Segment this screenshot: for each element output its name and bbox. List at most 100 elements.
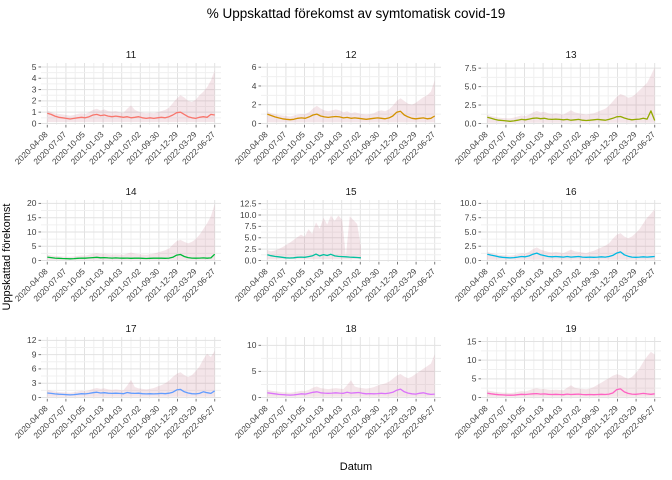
gridlines bbox=[41, 63, 221, 125]
svg-text:9: 9 bbox=[32, 349, 37, 359]
confidence-ribbon bbox=[267, 354, 435, 397]
facet-panel-11: 012 345 2020-04-082020-07-072020-10-052021… bbox=[13, 50, 221, 166]
gridlines bbox=[261, 337, 441, 399]
svg-text:0: 0 bbox=[252, 118, 257, 128]
facet-title: 11 bbox=[126, 50, 137, 61]
svg-text:12.5: 12.5 bbox=[240, 198, 257, 208]
trend-line bbox=[487, 388, 655, 396]
confidence-ribbon bbox=[47, 204, 215, 260]
x-axis-ticks: 2020-04-082020-07-072020-10-052021-01-03… bbox=[453, 262, 657, 303]
svg-text:5.0: 5.0 bbox=[465, 81, 477, 91]
y-axis-ticks: 0 5 10 15 20 bbox=[27, 198, 41, 265]
confidence-ribbon bbox=[487, 67, 655, 123]
svg-text:5: 5 bbox=[472, 374, 477, 384]
svg-text:15: 15 bbox=[27, 212, 37, 222]
svg-text:2.5: 2.5 bbox=[465, 100, 477, 110]
svg-text:5: 5 bbox=[252, 366, 257, 376]
facet-title: 18 bbox=[345, 324, 357, 335]
x-axis-ticks: 2020-04-082020-07-072020-10-052021-01-03… bbox=[13, 262, 217, 303]
gridlines bbox=[481, 200, 661, 262]
chart-title: % Uppskattad förekomst av symtomatisk co… bbox=[206, 6, 506, 21]
facet-title: 12 bbox=[345, 50, 357, 61]
svg-text:6: 6 bbox=[32, 364, 37, 374]
svg-text:10.0: 10.0 bbox=[460, 198, 477, 208]
svg-text:0: 0 bbox=[472, 392, 477, 402]
x-axis-ticks: 2020-04-082020-07-072020-10-052021-01-03… bbox=[453, 125, 657, 166]
y-axis-ticks: 012 345 bbox=[32, 62, 41, 128]
trend-line bbox=[47, 111, 215, 120]
facet-title: 17 bbox=[125, 324, 137, 335]
svg-text:12: 12 bbox=[27, 335, 37, 345]
facet-title: 15 bbox=[345, 187, 357, 198]
svg-text:10.0: 10.0 bbox=[240, 210, 257, 220]
facet-panel-14: 0 5 10 15 20 2020-04-082020-07-072020-10-0520… bbox=[13, 187, 221, 303]
svg-text:2.5: 2.5 bbox=[465, 241, 477, 251]
trend-line bbox=[487, 251, 655, 259]
x-axis-ticks: 2020-04-082020-07-072020-10-052021-01-03… bbox=[13, 399, 217, 440]
svg-text:5: 5 bbox=[32, 241, 37, 251]
facet-panel-16: 0.0 2.5 5.0 7.5 10.0 2020-04-082020-07-072020… bbox=[453, 187, 661, 303]
confidence-ribbon bbox=[487, 209, 655, 260]
gridlines bbox=[481, 63, 661, 125]
svg-text:0.0: 0.0 bbox=[465, 118, 477, 128]
y-axis-ticks: 0 5 10 15 bbox=[467, 336, 481, 402]
svg-text:5: 5 bbox=[32, 62, 37, 72]
y-axis-ticks: 0 2 4 6 bbox=[252, 62, 261, 128]
x-axis-ticks: 2020-04-082020-07-072020-10-052021-01-03… bbox=[13, 125, 217, 166]
svg-text:4: 4 bbox=[32, 73, 37, 83]
svg-text:0: 0 bbox=[32, 255, 37, 265]
svg-text:0: 0 bbox=[32, 118, 37, 128]
facet-grid: 0 1 2 3 4 5 2020-04-08 2020-07-07 2020-10-05 2021… bbox=[7, 49, 667, 460]
svg-text:7.5: 7.5 bbox=[465, 212, 477, 222]
facet-panel-19: 0 5 10 15 2020-04-082020-07-072020-10-052021… bbox=[453, 324, 661, 440]
svg-text:7.5: 7.5 bbox=[245, 221, 257, 231]
y-axis-ticks: 0.0 2.5 5.0 7.5 bbox=[465, 63, 481, 128]
gridlines bbox=[481, 337, 661, 399]
x-axis-ticks: 2020-04-082020-07-072020-10-052021-01-03… bbox=[453, 399, 657, 440]
gridlines bbox=[261, 63, 441, 125]
svg-text:1: 1 bbox=[32, 107, 37, 117]
facet-title: 14 bbox=[125, 187, 137, 198]
facet-title: 19 bbox=[565, 324, 577, 335]
svg-text:3: 3 bbox=[32, 378, 37, 388]
facet-panel-18: 0 5 10 2020-04-082020-07-072020-10-052021-0… bbox=[233, 324, 441, 440]
confidence-ribbon bbox=[47, 70, 215, 123]
gridlines bbox=[261, 200, 441, 262]
y-axis-ticks: 0 3 6 9 12 bbox=[27, 335, 41, 402]
y-axis-ticks: 0.02.55.0 7.510.0 12.5 bbox=[240, 198, 261, 265]
x-axis-ticks: 2020-04-082020-07-072020-10-052021-01-03… bbox=[233, 125, 437, 166]
gridlines bbox=[41, 200, 221, 262]
x-axis-ticks: 2020-04-082020-07-072020-10-052021-01-03… bbox=[233, 399, 437, 440]
svg-text:5.0: 5.0 bbox=[245, 233, 257, 243]
svg-text:2: 2 bbox=[252, 100, 257, 110]
svg-text:10: 10 bbox=[247, 340, 257, 350]
svg-text:0: 0 bbox=[252, 392, 257, 402]
svg-text:0.0: 0.0 bbox=[465, 255, 477, 265]
trend-line bbox=[487, 110, 656, 122]
svg-text:10: 10 bbox=[467, 355, 477, 365]
y-axis-ticks: 0 5 10 bbox=[247, 340, 261, 402]
facet-panel-17: 0 3 6 9 12 2020-04-082020-07-072020-10-052021… bbox=[13, 324, 221, 440]
svg-text:10: 10 bbox=[27, 227, 37, 237]
trend-line bbox=[47, 388, 216, 396]
svg-text:20: 20 bbox=[27, 198, 37, 208]
trend-line bbox=[267, 253, 361, 259]
trend-line bbox=[267, 110, 436, 121]
facet-panel-12: 0 2 4 6 2020-04-082020-07-072020-10-052021-0… bbox=[233, 50, 441, 166]
x-axis-ticks: 2020-04-082020-07-072020-10-052021-01-03… bbox=[233, 262, 437, 303]
confidence-ribbon bbox=[267, 215, 361, 260]
svg-text:7.5: 7.5 bbox=[465, 63, 477, 73]
svg-text:0: 0 bbox=[32, 392, 37, 402]
confidence-ribbon bbox=[487, 351, 655, 397]
svg-text:2: 2 bbox=[32, 96, 37, 106]
facet-panel-15: 0.02.55.0 7.510.0 12.5 2020-04-082020-07-07… bbox=[233, 187, 441, 303]
confidence-ribbon bbox=[267, 80, 435, 123]
svg-text:3: 3 bbox=[32, 84, 37, 94]
svg-text:15: 15 bbox=[467, 336, 477, 346]
svg-text:4: 4 bbox=[252, 81, 257, 91]
svg-text:5.0: 5.0 bbox=[465, 227, 477, 237]
svg-text:2.5: 2.5 bbox=[245, 244, 257, 254]
x-axis-label: Datum bbox=[339, 461, 373, 473]
svg-text:0.0: 0.0 bbox=[245, 255, 257, 265]
